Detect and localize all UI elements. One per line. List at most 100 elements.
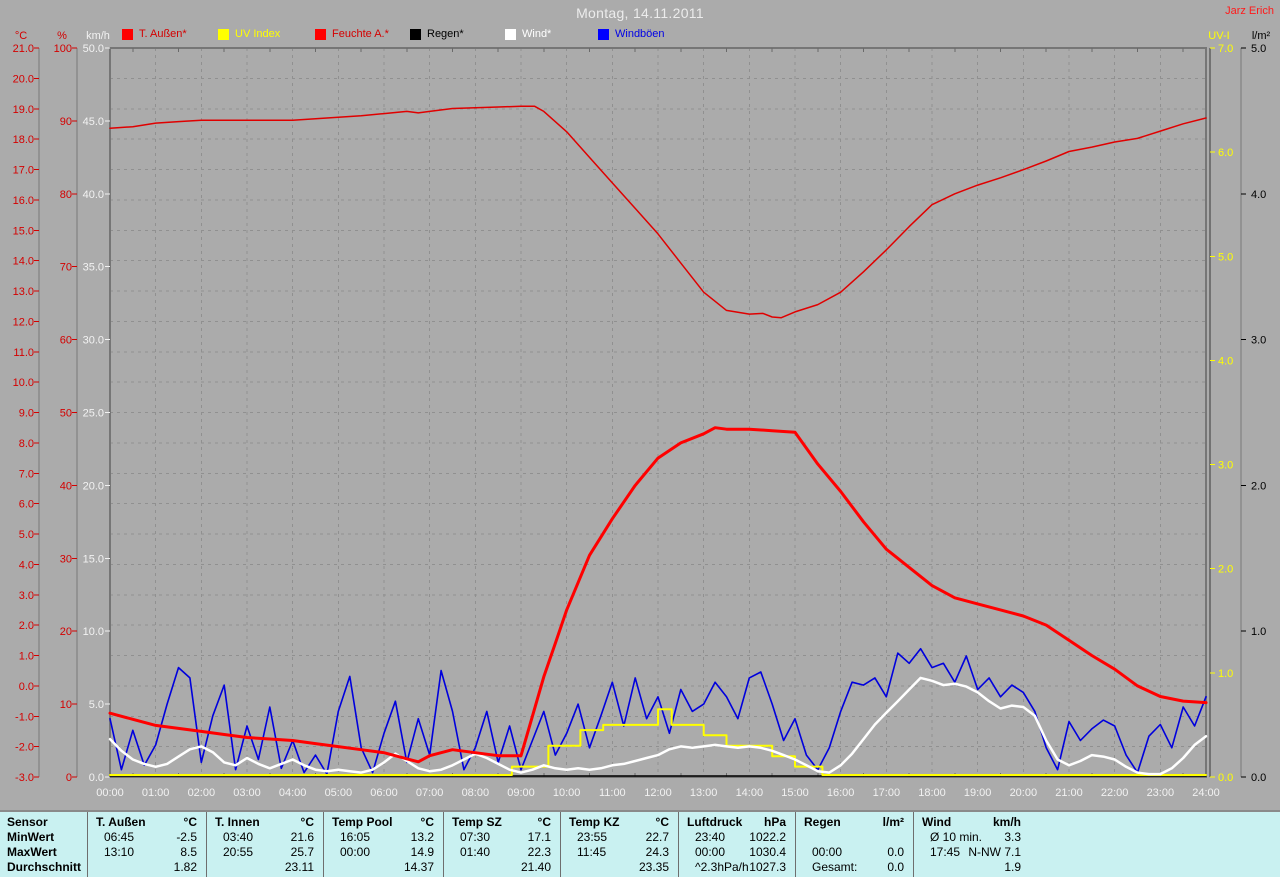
- axis-tick-label: 3.0: [1251, 335, 1266, 347]
- value-reading: 21.40: [520, 860, 551, 874]
- table-row: 23:40 1022.2: [679, 830, 795, 845]
- table-row: 17:45 N-NW 7.1: [914, 845, 1030, 860]
- axis-unit-label: l/m²: [1252, 30, 1271, 42]
- x-tick-label: 02:00: [188, 787, 216, 799]
- axis-unit-label: km/h: [86, 30, 110, 42]
- axis-unit-label: °C: [15, 30, 27, 42]
- axis-tick-label: 4.0: [1251, 189, 1266, 201]
- table-row: 1.9: [914, 860, 1030, 875]
- axis-tick-label: 2.0: [1251, 480, 1266, 492]
- value-reading: -2.5: [176, 830, 197, 844]
- table-row-label: MinWert: [7, 830, 55, 844]
- axis-tick-label: 15.0: [83, 553, 104, 565]
- table-row: 1.82: [88, 860, 206, 875]
- axis-tick-label: -1.0: [15, 711, 34, 723]
- axis-tick-label: 17.0: [13, 165, 34, 177]
- sensor-name: Temp Pool: [332, 815, 393, 829]
- axis-tick-label: 15.0: [13, 225, 34, 237]
- axis-tick-label: 100: [54, 43, 72, 55]
- value-time: Ø 10 min.: [930, 830, 983, 844]
- x-tick-label: 19:00: [964, 787, 992, 799]
- table-column-header: Wind km/h: [914, 815, 1030, 830]
- table-sensor-column: Temp KZ °C 23:55 22.7 11:45 24.3 23.35: [560, 812, 678, 877]
- axis-tick-label: 16.0: [13, 195, 34, 207]
- table-row-header-column: Sensor MinWert MaxWert Durchschnitt: [0, 812, 87, 877]
- value-reading: N-NW 7.1: [968, 845, 1021, 859]
- value-time: 23:55: [577, 830, 608, 844]
- series-t-au-en: [108, 426, 1208, 764]
- stats-table: Sensor MinWert MaxWert Durchschnitt T. Außen…: [0, 810, 1280, 877]
- legend-swatch-icon: [505, 28, 516, 40]
- x-tick-label: 10:00: [553, 787, 581, 799]
- axis-tick-label: 1.0: [1251, 626, 1266, 638]
- legend-swatch-icon: [598, 28, 609, 40]
- table-column-header: Temp SZ °C: [444, 815, 560, 830]
- axis-tick-label: 35.0: [83, 262, 104, 274]
- axis-tick-label: 4.0: [1218, 355, 1233, 367]
- sensor-unit: °C: [420, 815, 434, 829]
- table-column-header: T. Innen °C: [207, 815, 323, 830]
- legend-item: Windböen: [598, 28, 665, 40]
- value-time: 00:00: [340, 845, 371, 859]
- value-reading: 3.3: [1004, 830, 1021, 844]
- value-reading: 0.0: [887, 845, 904, 859]
- value-time: 03:40: [223, 830, 254, 844]
- axis-tick-label: 0.0: [19, 681, 34, 693]
- table-row: 13:10 8.5: [88, 845, 206, 860]
- axis-tick-label: 60: [60, 335, 72, 347]
- axis-tick-label: 9.0: [19, 408, 34, 420]
- x-tick-label: 23:00: [1147, 787, 1175, 799]
- table-row: Ø 10 min. 3.3: [914, 830, 1030, 845]
- sensor-name: Wind: [922, 815, 952, 829]
- sensor-name: Temp KZ: [569, 815, 620, 829]
- table-row: 00:00 14.9: [324, 845, 443, 860]
- value-time: [561, 860, 577, 875]
- axis-tick-label: 10.0: [83, 626, 104, 638]
- axis-tick-label: 7.0: [1218, 43, 1233, 55]
- value-time: [324, 860, 340, 875]
- legend-swatch-icon: [122, 28, 133, 40]
- value-reading: 14.37: [403, 860, 434, 874]
- table-sensor-column: Temp SZ °C 07:30 17.1 01:40 22.3 21.40: [443, 812, 560, 877]
- legend-label: T. Außen*: [139, 28, 187, 40]
- sensor-name: Regen: [804, 815, 841, 829]
- legend-swatch-icon: [410, 28, 421, 40]
- axis-tick-label: 19.0: [13, 104, 34, 116]
- axis-tick-label: 7.0: [19, 468, 34, 480]
- value-time: ^2.3hPa/h: [695, 860, 749, 874]
- table-row: 14.37: [324, 860, 443, 875]
- x-tick-label: 24:00: [1192, 787, 1220, 799]
- axis-tick-label: 20.0: [13, 73, 34, 85]
- legend-swatch-icon: [218, 28, 229, 40]
- table-row-label: Durchschnitt: [7, 860, 82, 874]
- table-row: 03:40 21.6: [207, 830, 323, 845]
- table-row: 21.40: [444, 860, 560, 875]
- axis-tick-label: 21.0: [13, 43, 34, 55]
- page-title: Montag, 14.11.2011: [576, 5, 704, 21]
- value-reading: 13.2: [410, 830, 434, 844]
- x-tick-label: 08:00: [462, 787, 490, 799]
- axis-tick-label: 20: [60, 626, 72, 638]
- sensor-unit: hPa: [763, 815, 786, 829]
- x-tick-label: 06:00: [370, 787, 398, 799]
- value-time: 23:40: [695, 830, 726, 844]
- x-tick-label: 12:00: [644, 787, 672, 799]
- axis-tick-label: 80: [60, 189, 72, 201]
- x-tick-label: 03:00: [233, 787, 261, 799]
- axis-unit-label: UV-I: [1208, 30, 1229, 42]
- axis-tick-label: 10: [60, 699, 72, 711]
- value-reading: 1030.4: [749, 845, 786, 859]
- axis-tick-label: 13.0: [13, 286, 34, 298]
- value-reading: 17.1: [527, 830, 551, 844]
- axis-tick-label: 40.0: [83, 189, 104, 201]
- value-time: [914, 860, 930, 875]
- sensor-unit: °C: [183, 815, 197, 829]
- value-reading: 23.11: [284, 860, 314, 874]
- axis-tick-label: 0.0: [1251, 772, 1266, 784]
- value-time: Gesamt:: [812, 860, 858, 874]
- axis-tick-label: 12.0: [13, 316, 34, 328]
- axis-tick-label: 10.0: [13, 377, 34, 389]
- value-reading: 1022.2: [749, 830, 786, 844]
- bottom-strip: [0, 877, 1280, 881]
- legend-item: T. Außen*: [122, 28, 187, 40]
